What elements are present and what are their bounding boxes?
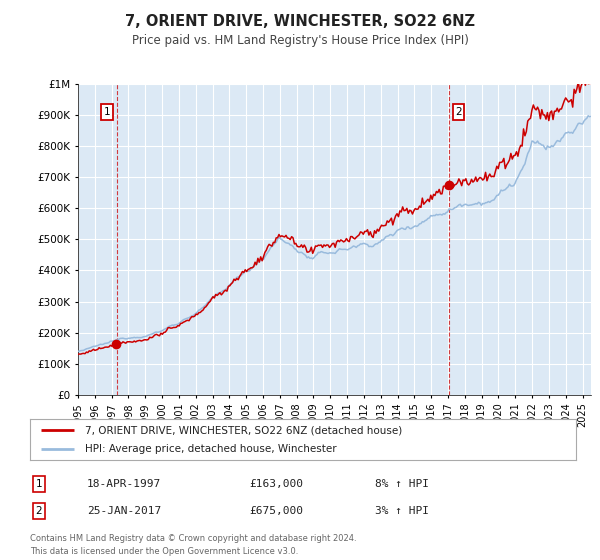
Text: 2: 2	[35, 506, 43, 516]
Text: 25-JAN-2017: 25-JAN-2017	[87, 506, 161, 516]
Text: Contains HM Land Registry data © Crown copyright and database right 2024.: Contains HM Land Registry data © Crown c…	[30, 534, 356, 543]
Text: 3% ↑ HPI: 3% ↑ HPI	[375, 506, 429, 516]
Text: 2: 2	[455, 107, 462, 117]
Text: £163,000: £163,000	[249, 479, 303, 489]
Text: 18-APR-1997: 18-APR-1997	[87, 479, 161, 489]
Text: 7, ORIENT DRIVE, WINCHESTER, SO22 6NZ: 7, ORIENT DRIVE, WINCHESTER, SO22 6NZ	[125, 14, 475, 29]
Text: Price paid vs. HM Land Registry's House Price Index (HPI): Price paid vs. HM Land Registry's House …	[131, 34, 469, 46]
Text: £675,000: £675,000	[249, 506, 303, 516]
Text: HPI: Average price, detached house, Winchester: HPI: Average price, detached house, Winc…	[85, 444, 336, 454]
Text: 7, ORIENT DRIVE, WINCHESTER, SO22 6NZ (detached house): 7, ORIENT DRIVE, WINCHESTER, SO22 6NZ (d…	[85, 425, 402, 435]
Text: 1: 1	[104, 107, 110, 117]
Text: 1: 1	[35, 479, 43, 489]
Text: 8% ↑ HPI: 8% ↑ HPI	[375, 479, 429, 489]
Text: This data is licensed under the Open Government Licence v3.0.: This data is licensed under the Open Gov…	[30, 547, 298, 556]
